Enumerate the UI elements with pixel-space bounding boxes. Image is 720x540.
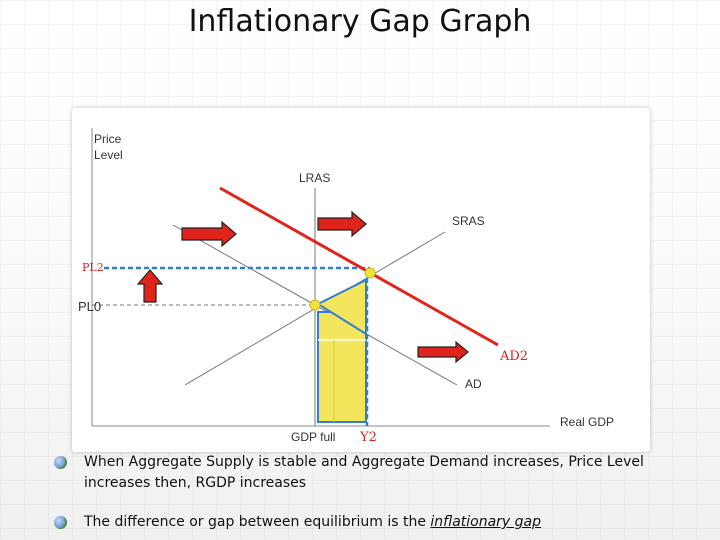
axis-y-label-line1: Price	[94, 132, 122, 146]
bullet-item: The difference or gap between equilibriu…	[52, 512, 652, 533]
bullet-text: When Aggregate Supply is stable and Aggr…	[84, 454, 644, 491]
bullet-text: The difference or gap between equilibriu…	[84, 514, 431, 530]
pl2-label: PL2	[82, 261, 104, 274]
axis-y-label-line2: Level	[94, 148, 123, 162]
equilibrium-dot-new	[364, 267, 376, 279]
y2-label: Y2	[359, 430, 377, 445]
ad2-line	[219, 186, 499, 347]
axis-x-label: Real GDP	[560, 415, 614, 429]
globe-bullet-icon	[54, 516, 67, 529]
ad2-label: AD2	[499, 349, 528, 364]
ad-label: AD	[465, 377, 482, 391]
globe-bullet-icon	[54, 456, 67, 469]
right-arrow-icon	[317, 210, 367, 238]
inflationary-gap-diagram: Price Level Real GDP LRAS SRAS AD PL0 PL…	[78, 128, 614, 445]
inflationary-gap-term: inflationary gap	[430, 514, 542, 530]
bullet-list: When Aggregate Supply is stable and Aggr…	[52, 452, 652, 533]
lras-label: LRAS	[299, 171, 330, 185]
up-arrow-icon	[136, 269, 164, 303]
bullet-item: When Aggregate Supply is stable and Aggr…	[52, 452, 652, 494]
right-arrow-icon	[181, 220, 237, 248]
pl0-label: PL0	[78, 299, 101, 314]
slide-title: Inflationary Gap Graph	[188, 4, 532, 39]
equilibrium-dot-original	[309, 299, 321, 311]
sras-label: SRAS	[452, 214, 485, 228]
gdp-full-label: GDP full	[291, 430, 335, 444]
right-arrow-icon	[417, 340, 469, 364]
graph-panel: Price Level Real GDP LRAS SRAS AD PL0 PL…	[72, 108, 650, 452]
